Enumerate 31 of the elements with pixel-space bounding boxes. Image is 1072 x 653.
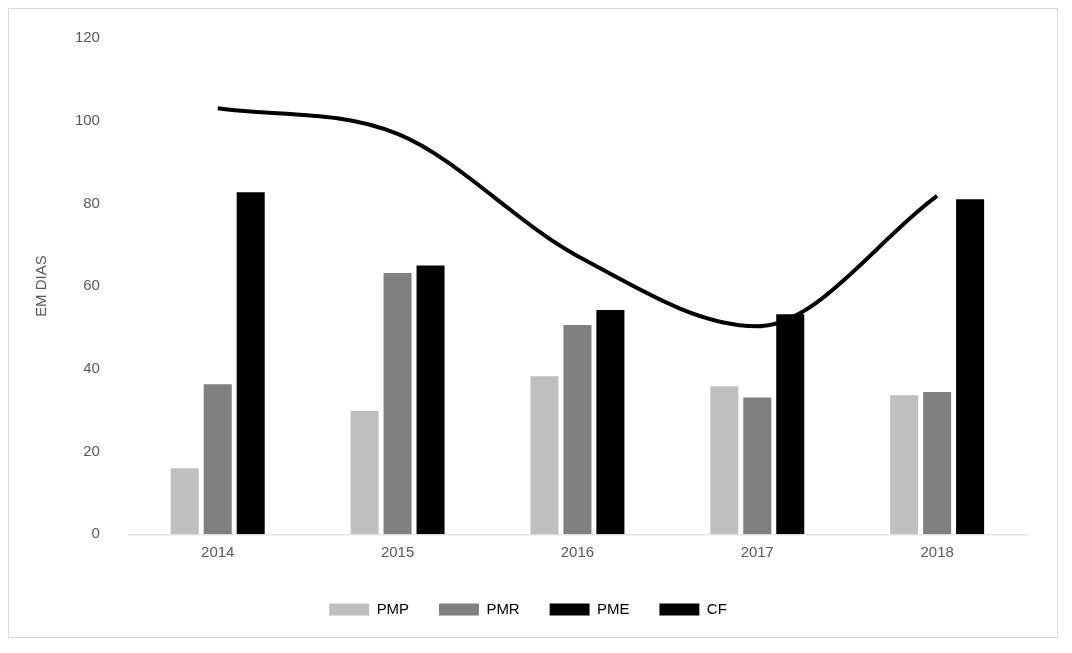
y-tick-label: 20 (83, 441, 100, 459)
bar (923, 392, 952, 535)
y-axis-title: EM DIAS (32, 255, 50, 317)
x-tick-label: 2017 (740, 543, 774, 561)
y-tick-label: 0 (91, 524, 100, 542)
y-tick-label: 40 (83, 358, 100, 376)
bar (563, 325, 592, 535)
legend-label: CF (706, 599, 727, 617)
bar (170, 468, 199, 535)
x-tick-label: 2018 (920, 543, 954, 561)
x-tick-label: 2014 (201, 543, 235, 561)
legend-label: PMP (376, 599, 410, 617)
bar (596, 310, 625, 535)
bar (350, 411, 379, 535)
bar (203, 384, 232, 535)
y-tick-label: 80 (83, 193, 100, 211)
bar (710, 386, 739, 535)
x-tick-label: 2016 (560, 543, 595, 561)
y-tick-label: 60 (83, 276, 100, 294)
bar (743, 397, 772, 535)
bar (416, 265, 445, 535)
y-tick-label: 100 (74, 110, 100, 128)
bar (890, 395, 919, 535)
bar (236, 192, 265, 535)
y-tick-label: 120 (74, 28, 100, 46)
x-tick-label: 2015 (380, 543, 415, 561)
bar (383, 272, 412, 535)
legend-label: PME (597, 599, 630, 617)
legend-label: PMR (486, 599, 520, 617)
bar (956, 199, 985, 535)
bar (530, 376, 559, 535)
